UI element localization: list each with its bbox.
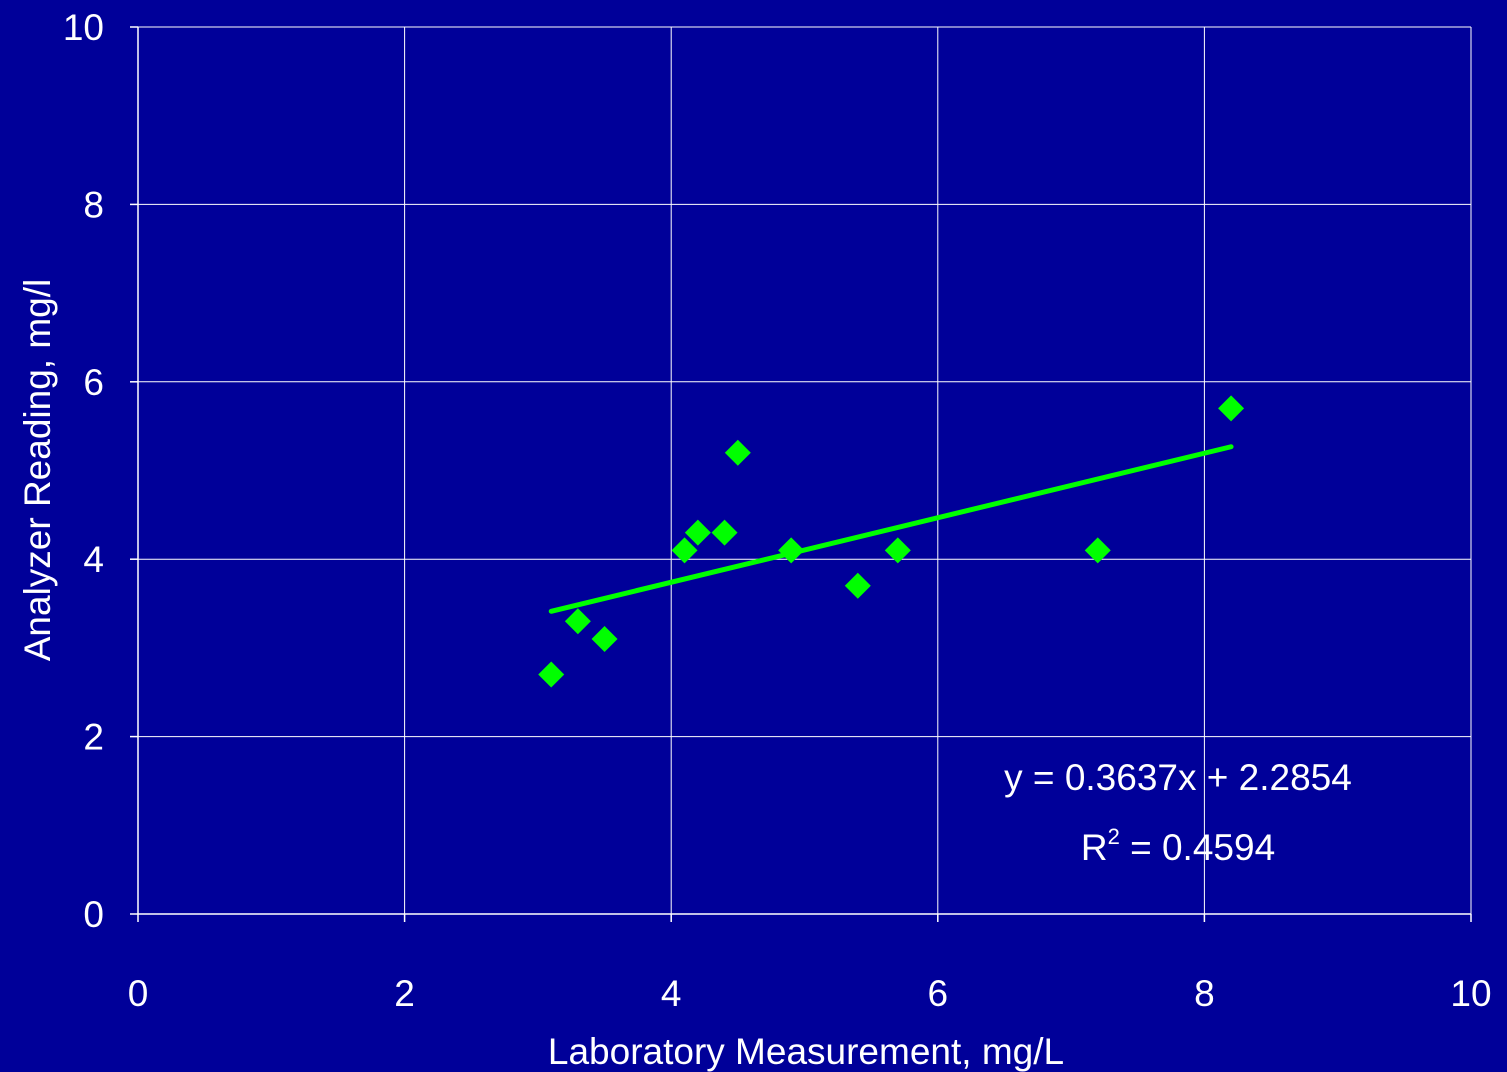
r-squared-value: = 0.4594 [1120,827,1275,868]
x-tick-label: 8 [1194,973,1215,1014]
data-point [884,537,911,564]
data-point [684,519,711,546]
data-point [844,572,871,599]
data-point [1084,537,1111,564]
axes [130,26,1472,922]
x-axis-label: Laboratory Measurement, mg/L [548,1031,1064,1072]
r-squared-superscript: 2 [1108,824,1120,849]
trendline-group [548,444,1234,614]
trendline [548,444,1234,614]
data-point [778,537,805,564]
trendline-equation: y = 0.3637x + 2.2854 [1004,757,1352,798]
x-tick-label: 0 [128,973,149,1014]
y-axis-label: Analyzer Reading, mg/l [17,279,58,662]
data-point [711,519,738,546]
r-squared-label: R2 = 0.4594 [1081,824,1275,868]
y-tick-label: 8 [83,184,104,225]
y-tick-label: 10 [63,7,104,48]
y-tick-labels: 0 2 4 6 8 10 [63,7,104,935]
data-point [671,537,698,564]
data-point [564,608,591,635]
y-tick-label: 6 [83,362,104,403]
r-squared-prefix: R [1081,827,1108,868]
x-tick-labels: 0 2 4 6 8 10 [128,973,1492,1014]
x-tick-label: 6 [928,973,949,1014]
x-tick-label: 10 [1450,973,1491,1014]
data-point [1218,395,1245,422]
data-points [538,395,1245,688]
data-point [591,626,618,653]
y-tick-label: 0 [83,894,104,935]
x-tick-label: 2 [394,973,415,1014]
y-tick-label: 4 [83,539,104,580]
x-tick-label: 4 [661,973,682,1014]
y-tick-label: 2 [83,717,104,758]
data-point [724,439,751,466]
data-point [538,661,565,688]
